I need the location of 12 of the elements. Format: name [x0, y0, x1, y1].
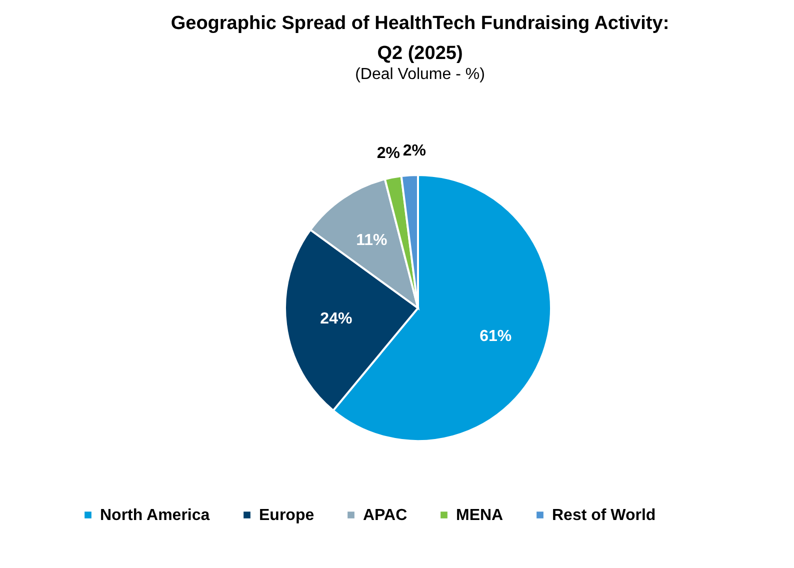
- data-label: 61%: [480, 328, 512, 345]
- legend-label: Europe: [259, 507, 314, 524]
- data-label: 24%: [320, 310, 352, 328]
- legend-label: APAC: [363, 507, 408, 524]
- legend-label: North America: [100, 507, 210, 524]
- chart-title: Geographic Spread of HealthTech Fundraising Activity: Q2 (2025): [170, 13, 670, 64]
- chart-subtitle: (Deal Volume - %): [355, 66, 485, 83]
- data-label: 11%: [356, 232, 388, 249]
- legend-label: Rest of World: [552, 507, 656, 524]
- data-label: 2%: [376, 144, 400, 162]
- legend-label: MENA: [456, 507, 504, 524]
- data-label: 2%: [402, 142, 426, 160]
